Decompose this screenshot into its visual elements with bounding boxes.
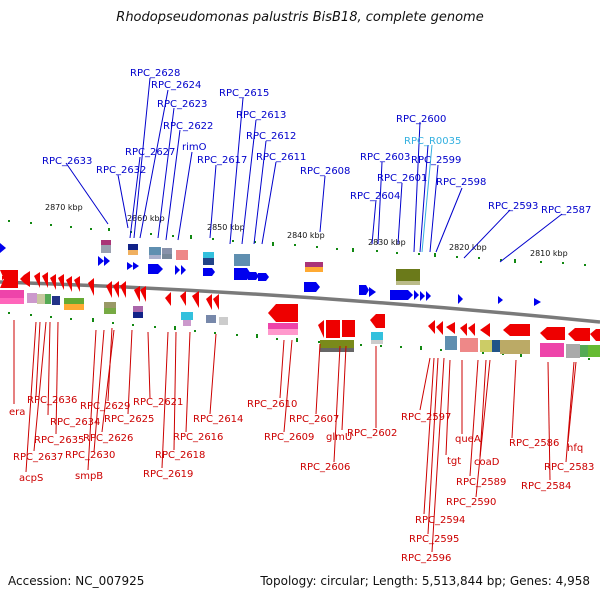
gene-label[interactable]: RPC_2594 [415, 515, 465, 526]
bottom-gene-labels: era RPC_2636 RPC_2634 RPC_2635 RPC_2637 … [9, 395, 594, 564]
gene-label[interactable]: RPC_2625 [104, 414, 154, 425]
gene-label[interactable]: RPC_2607 [289, 414, 339, 425]
gene-label[interactable]: glmU [326, 432, 352, 443]
top-gene-labels: RPC_2628 RPC_2624 RPC_2623 RPC_2622 rimO… [42, 68, 591, 216]
gene-label[interactable]: RPC_2596 [401, 553, 451, 564]
gene-label[interactable]: RPC_2586 [509, 438, 559, 449]
scale-label: 2840 kbp [287, 231, 325, 240]
gene-label[interactable]: RPC_2593 [488, 201, 538, 212]
gene-label[interactable]: RPC_2603 [360, 152, 410, 163]
scale-label: 2870 kbp [45, 203, 83, 212]
gene-label[interactable]: RPC_2621 [133, 397, 183, 408]
gene-label[interactable]: RPC_2613 [236, 110, 286, 121]
gene-label[interactable]: rimO [182, 142, 207, 153]
gene-label[interactable]: RPC_2619 [143, 469, 193, 480]
gene-label[interactable]: RPC_2637 [13, 452, 63, 463]
genome-title: Rhodopseudomonas palustris BisB18, compl… [116, 10, 484, 25]
gene-label[interactable]: RPC_2633 [42, 156, 92, 167]
gene-label[interactable]: RPC_2599 [411, 155, 461, 166]
gene-label[interactable]: RPC_2612 [246, 131, 296, 142]
gene-label[interactable]: RPC_2635 [34, 435, 84, 446]
gene-label[interactable]: RPC_R0035 [404, 136, 461, 147]
forward-cog-blocks [101, 240, 420, 285]
outer-scale-ticks [8, 220, 586, 266]
gene-label[interactable]: RPC_2601 [377, 173, 427, 184]
gene-label[interactable]: RPC_2634 [50, 417, 100, 428]
gene-label[interactable]: RPC_2629 [80, 401, 130, 412]
reverse-genes[interactable] [0, 270, 600, 341]
gene-label[interactable]: RPC_2626 [83, 433, 133, 444]
gene-label[interactable]: RPC_2583 [544, 462, 594, 473]
gene-label[interactable]: RPC_2597 [401, 412, 451, 423]
gene-label[interactable]: RPC_2624 [151, 80, 201, 91]
gene-label[interactable]: RPC_2615 [219, 88, 269, 99]
gene-label[interactable]: RPC_2608 [300, 166, 350, 177]
gene-label[interactable]: RPC_2606 [300, 462, 350, 473]
scale-label: 2850 kbp [207, 223, 245, 232]
gene-label[interactable]: RPC_2636 [27, 395, 77, 406]
gene-label[interactable]: RPC_2598 [436, 177, 486, 188]
scale-label: 2830 kbp [368, 238, 406, 247]
gene-label[interactable]: acpS [19, 473, 43, 484]
gene-label[interactable]: RPC_2595 [409, 534, 459, 545]
gene-label[interactable]: RPC_2589 [456, 477, 506, 488]
gene-label[interactable]: RPC_2627 [125, 147, 175, 158]
gene-label[interactable]: RPC_2630 [65, 450, 115, 461]
gene-label[interactable]: RPC_2602 [347, 428, 397, 439]
gene-label[interactable]: tgt [447, 456, 461, 467]
gene-label[interactable]: RPC_2587 [541, 205, 591, 216]
gene-label[interactable]: smpB [75, 471, 103, 482]
gene-label[interactable]: RPC_2604 [350, 191, 400, 202]
gene-label[interactable]: hfq [567, 443, 583, 454]
gene-label[interactable]: coaD [474, 457, 500, 468]
gene-label[interactable]: queA [455, 434, 481, 445]
gene-label[interactable]: RPC_2611 [256, 152, 306, 163]
accession-text: Accession: NC_007925 [8, 574, 145, 588]
top-label-leaders [65, 77, 563, 263]
genome-backbone [0, 280, 600, 324]
forward-genes[interactable] [0, 243, 541, 306]
gene-label[interactable]: era [9, 407, 25, 418]
gene-label[interactable]: RPC_2617 [197, 155, 247, 166]
gene-label[interactable]: RPC_2610 [247, 399, 297, 410]
gene-label[interactable]: RPC_2628 [130, 68, 180, 79]
scale-label: 2860 kbp [127, 214, 165, 223]
gene-label[interactable]: RPC_2618 [155, 450, 205, 461]
gene-label[interactable]: RPC_2614 [193, 414, 243, 425]
reverse-cog-blocks [0, 290, 600, 358]
gene-label[interactable]: RPC_2622 [163, 121, 213, 132]
scale-label: 2810 kbp [530, 249, 568, 258]
rna-leader [421, 144, 433, 253]
gene-label[interactable]: RPC_2584 [521, 481, 571, 492]
gene-label[interactable]: RPC_2623 [157, 99, 207, 110]
genome-summary-text: Topology: circular; Length: 5,513,844 bp… [260, 574, 590, 588]
gene-label[interactable]: RPC_2590 [446, 497, 496, 508]
gene-label[interactable]: RPC_2609 [264, 432, 314, 443]
scale-labels: 2870 kbp 2860 kbp 2850 kbp 2840 kbp 2830… [45, 203, 568, 258]
gene-label[interactable]: RPC_2600 [396, 114, 446, 125]
bottom-label-leaders [13, 320, 577, 553]
gene-label[interactable]: RPC_2616 [173, 432, 223, 443]
scale-label: 2820 kbp [449, 243, 487, 252]
gene-label[interactable]: RPC_2632 [96, 165, 146, 176]
